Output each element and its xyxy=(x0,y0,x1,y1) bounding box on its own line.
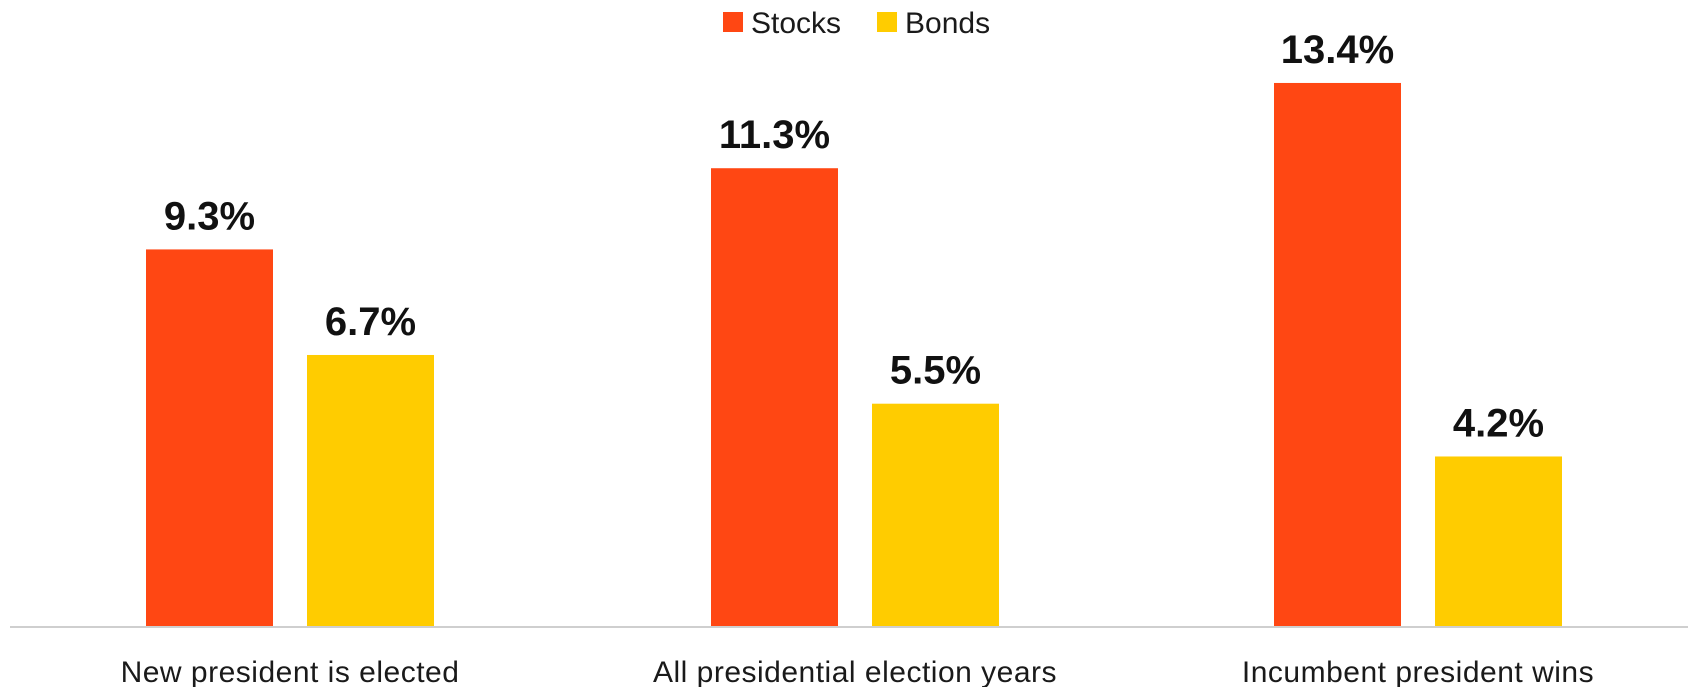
category-label-1: All presidential election years xyxy=(653,656,1057,687)
bar-stocks-2 xyxy=(1274,82,1401,627)
legend: Stocks Bonds xyxy=(723,7,990,40)
legend-label-stocks: Stocks xyxy=(751,7,841,40)
data-label-bonds-0: 6.7% xyxy=(325,300,416,344)
legend-swatch-bonds xyxy=(877,12,897,32)
data-label-bonds-1: 5.5% xyxy=(890,349,981,393)
bar-bonds-1 xyxy=(872,403,999,627)
category-label-0: New president is elected xyxy=(121,656,460,687)
value-labels-group: 9.3% 6.7% 11.3% 5.5% 13.4% 4.2% xyxy=(164,28,1544,446)
bar-bonds-2 xyxy=(1435,456,1562,627)
bar-bonds-0 xyxy=(307,354,434,627)
data-label-stocks-2: 13.4% xyxy=(1281,28,1394,72)
bar-stocks-1 xyxy=(711,168,838,627)
data-label-stocks-0: 9.3% xyxy=(164,194,255,238)
category-labels-group: New president is elected All presidential… xyxy=(121,656,1594,687)
data-label-bonds-2: 4.2% xyxy=(1453,401,1544,445)
data-label-stocks-1: 11.3% xyxy=(719,113,830,157)
legend-swatch-stocks xyxy=(723,12,743,32)
bar-stocks-0 xyxy=(146,249,273,628)
bars-group xyxy=(146,82,1562,628)
legend-label-bonds: Bonds xyxy=(905,7,990,40)
category-label-2: Incumbent president wins xyxy=(1242,656,1594,687)
